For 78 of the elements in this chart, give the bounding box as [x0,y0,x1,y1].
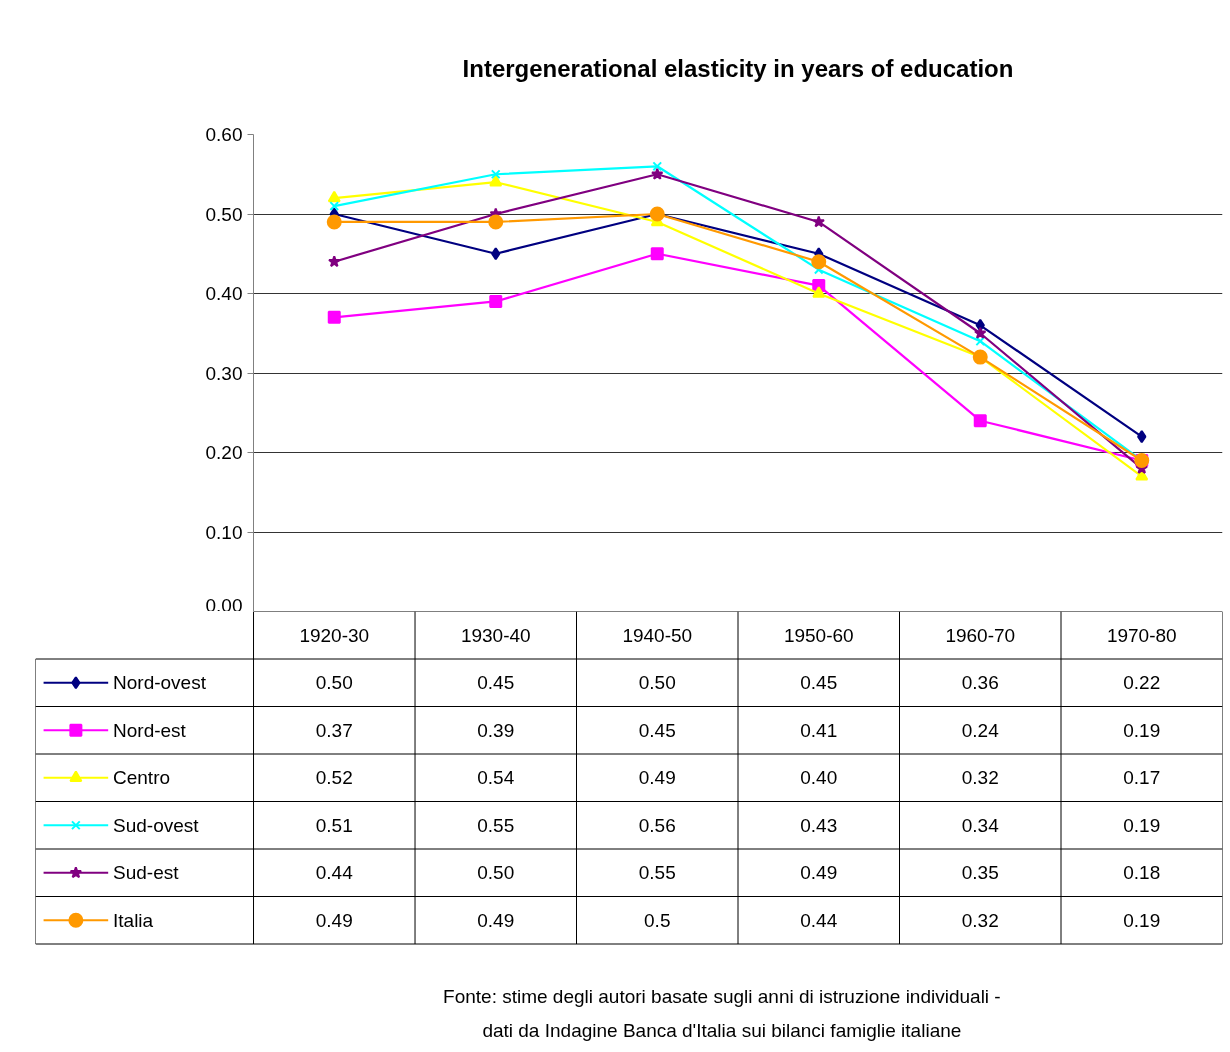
data-label: 0.19 [1123,814,1161,836]
point [650,247,664,261]
data-label: 0.50 [638,672,676,694]
point [329,201,340,211]
data-label: 0.34 [961,814,1000,836]
y-tick-label: 0.50 [205,203,243,225]
point [651,167,664,180]
data-label: 0.55 [477,814,515,836]
point [326,214,342,230]
data-label: 0.22 [1123,672,1161,694]
data-label: 0.49 [315,909,353,931]
point [975,336,986,347]
point [490,169,501,180]
data-label: 0.44 [315,862,354,884]
y-tick-label: 0.40 [205,283,243,304]
x-tick-label: 1970-80 [1106,624,1177,646]
data-label: 0.37 [315,719,353,741]
data-label: 0.19 [1123,909,1161,931]
point [327,310,341,324]
data-label: 0.50 [315,672,353,694]
data-label: 0.49 [638,767,676,789]
point [489,174,503,187]
data-label: 0.44 [800,909,838,931]
data-label: 0.52 [315,767,353,789]
data-label: 0.32 [961,909,999,931]
data-label: 0.32 [961,767,999,789]
point [812,215,825,228]
y-tick-label: 0.20 [205,442,243,463]
legend-label: Sud-ovest [113,814,200,836]
legend-label: Sud-est [113,862,180,884]
data-label: 0.45 [477,672,515,694]
legend-label: Nord-est [113,719,187,741]
point [489,294,503,308]
point [488,214,504,230]
data-label: 0.18 [1123,862,1161,884]
x-tick-label: 1920-30 [299,624,370,646]
data-label: 0.35 [961,862,999,884]
x-tick-label: 1930-40 [460,624,531,646]
data-label: 0.40 [800,767,838,789]
point [812,286,826,298]
data-label: 0.50 [477,862,515,884]
y-tick-label: 0.10 [205,521,243,543]
data-label: 0.55 [638,862,676,884]
y-tick-label: 0.60 [205,124,243,145]
data-label: 0.45 [800,672,838,694]
legend-label: Centro [113,767,171,789]
point [652,161,663,172]
data-label: 0.19 [1123,719,1161,741]
data-label: 0.39 [477,719,515,741]
point [973,414,987,428]
data-label: 0.54 [477,767,515,789]
data-label: 0.45 [638,719,676,741]
point [811,254,827,270]
data-label: 0.51 [315,814,353,836]
x-tick-label: 1960-70 [945,624,1016,646]
legend-label: Nord-ovest [113,672,207,694]
data-label: 0.56 [638,814,676,836]
y-tick-label: 0.00 [205,594,243,616]
point [491,247,501,261]
x-tick-label: 1940-50 [622,624,693,646]
data-label: 0.5 [644,909,671,931]
point [327,190,341,203]
data-label: 0.43 [800,814,838,836]
data-label: 0.49 [477,909,515,931]
data-label: 0.41 [800,719,838,741]
point [1137,430,1147,444]
data-label: 0.24 [961,719,1000,741]
data-label: 0.17 [1123,767,1161,789]
data-label: 0.36 [961,672,999,694]
chart-title: Intergenerational elasticity in years of education [462,55,1014,82]
text: dati da Indagine Banca d'Italia sui bilanci famiglie italiane [482,1019,962,1041]
point [974,326,987,339]
legend-label: Italia [113,909,154,931]
x-tick-label: 1950-60 [783,624,854,646]
point [328,255,341,268]
y-tick-label: 0.30 [205,362,243,384]
source-note: Fonte: stime degli autori basate sugli anni di istruzione individuali - [443,985,1001,1007]
data-label: 0.49 [800,862,838,884]
